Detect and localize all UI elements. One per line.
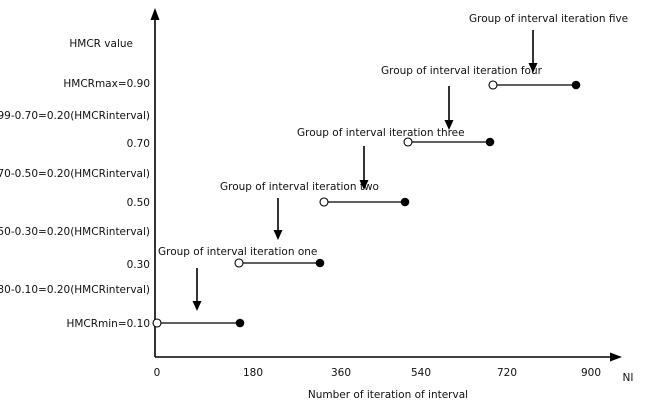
y-axis-title: HMCR value — [69, 38, 133, 50]
group-2-label: Group of interval iteration two — [220, 181, 379, 193]
x-axis-name: NI — [623, 372, 634, 384]
group-3-label: Group of interval iteration three — [297, 127, 465, 139]
y-label-interval-2: 0.50-0.30=0.20(HMCRinterval) — [0, 226, 150, 238]
x-tick-0: 0 — [154, 367, 161, 379]
x-tick-180: 180 — [243, 367, 263, 379]
x-tick-720: 720 — [497, 367, 517, 379]
group-2-start-open-marker — [234, 258, 244, 268]
x-axis-arrowhead — [610, 352, 622, 362]
group-3-end-closed-marker — [400, 197, 410, 207]
group-5-start-open-marker — [488, 80, 498, 90]
group-5-arrowhead — [528, 63, 538, 73]
y-label-0-70: 0.70 — [127, 138, 150, 150]
y-label-interval-1: 0.30-0.10=0.20(HMCRinterval) — [0, 284, 150, 296]
x-axis-title: Number of iteration of interval — [308, 389, 468, 401]
y-axis-arrowhead — [150, 8, 160, 20]
x-tick-540: 540 — [411, 367, 431, 379]
group-1-end-closed-marker — [235, 318, 245, 328]
group-4-label: Group of interval iteration four — [381, 65, 543, 77]
group-1-label: Group of interval iteration one — [158, 246, 317, 258]
x-tick-360: 360 — [331, 367, 351, 379]
group-5-end-closed-marker — [571, 80, 581, 90]
group-2-end-closed-marker — [315, 258, 325, 268]
y-label-0-50: 0.50 — [127, 197, 150, 209]
y-label-0-30: 0.30 — [127, 259, 150, 271]
group-3-arrowhead — [359, 180, 369, 190]
group-1-arrowhead — [192, 301, 202, 311]
x-tick-900: 900 — [581, 367, 601, 379]
group-3-start-open-marker — [319, 197, 329, 207]
groups-layer: Group of interval iteration one Group of … — [152, 13, 628, 328]
group-1-start-open-marker — [152, 318, 162, 328]
y-label-interval-3: 0.70-0.50=0.20(HMCRinterval) — [0, 168, 150, 180]
group-5-label: Group of interval iteration five — [469, 13, 628, 25]
group-4-arrowhead — [444, 120, 454, 130]
y-label-interval-4: 0.99-0.70=0.20(HMCRinterval) — [0, 110, 150, 122]
y-label-hmcr-max: HMCRmax=0.90 — [63, 78, 150, 90]
y-label-hmcr-min: HMCRmin=0.10 — [66, 318, 150, 330]
group-4-end-closed-marker — [485, 137, 495, 147]
group-4-start-open-marker — [403, 137, 413, 147]
group-2-arrowhead — [273, 230, 283, 240]
